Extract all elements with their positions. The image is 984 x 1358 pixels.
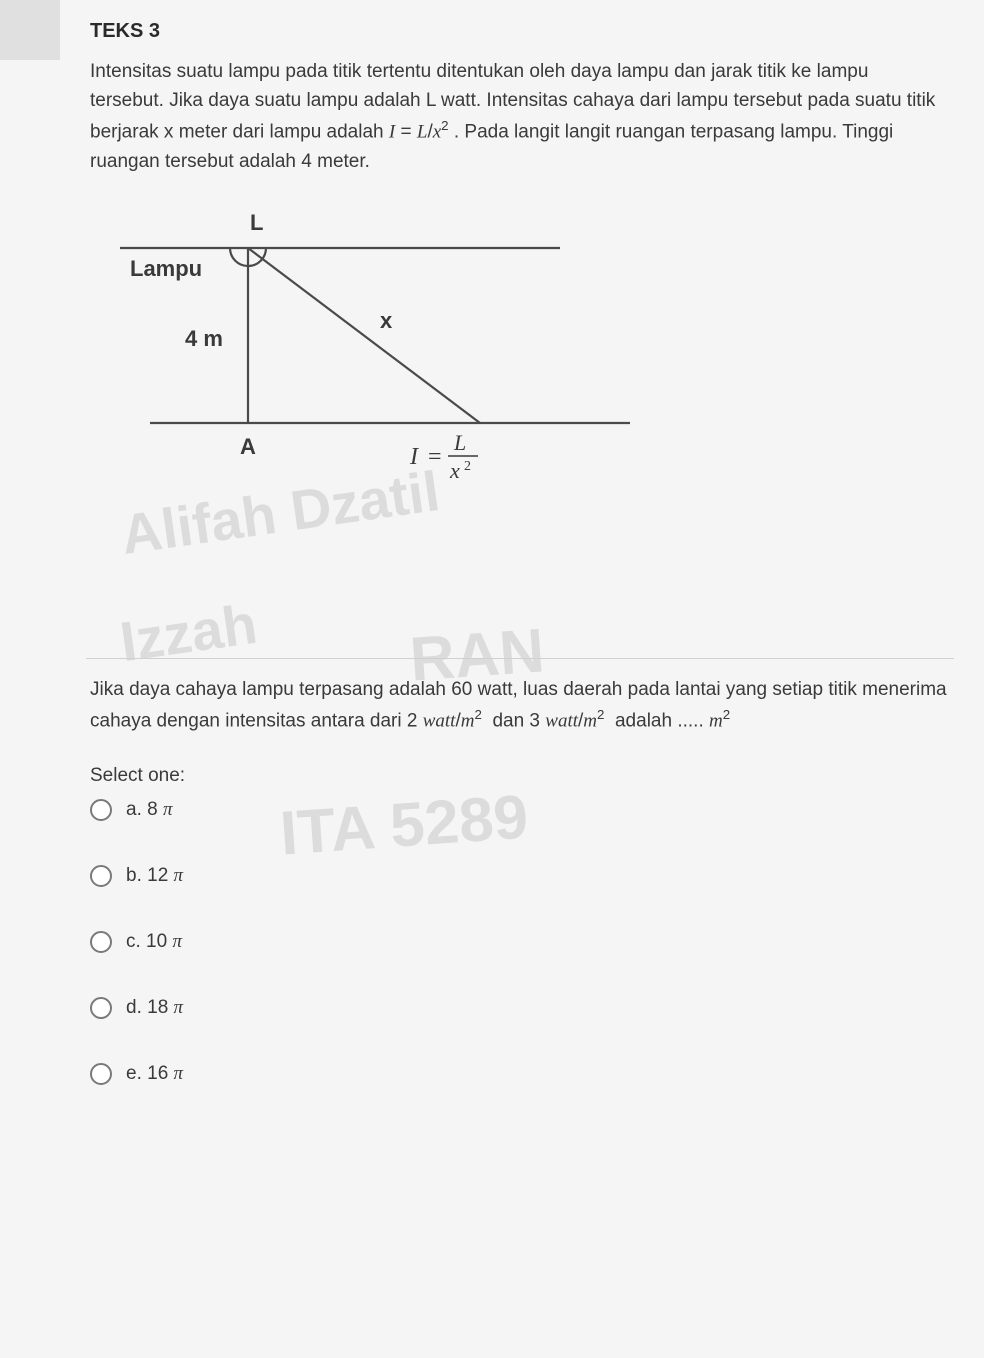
question-block: Jika daya cahaya lampu terpasang adalah … (90, 658, 954, 735)
diagram: L Lampu 4 m x A I = L x 2 (90, 198, 954, 498)
radio-icon[interactable] (90, 931, 112, 953)
option-label: d. 18 π (126, 997, 183, 1019)
section-title: TEKS 3 (90, 20, 954, 43)
svg-text:L: L (453, 430, 466, 455)
svg-text:=: = (428, 444, 442, 470)
label-4m: 4 m (185, 326, 223, 351)
option-d[interactable]: d. 18 π (90, 997, 954, 1019)
label-lampu: Lampu (130, 256, 202, 281)
formula: I = L x 2 (409, 430, 478, 483)
intro-paragraph: Intensitas suatu lampu pada titik terten… (90, 57, 954, 176)
option-e[interactable]: e. 16 π (90, 1063, 954, 1085)
radio-icon[interactable] (90, 997, 112, 1019)
label-L: L (250, 210, 263, 235)
option-label: b. 12 π (126, 865, 183, 887)
svg-text:2: 2 (464, 459, 471, 474)
label-x: x (380, 308, 393, 333)
question-text: Jika daya cahaya lampu terpasang adalah … (90, 675, 954, 735)
page: TEKS 3 Intensitas suatu lampu pada titik… (0, 0, 984, 1358)
option-label: e. 16 π (126, 1063, 183, 1085)
svg-text:I: I (409, 444, 419, 470)
option-a[interactable]: a. 8 π (90, 799, 954, 821)
radio-icon[interactable] (90, 799, 112, 821)
select-one-label: Select one: (90, 765, 954, 787)
svg-text:x: x (449, 458, 460, 483)
option-b[interactable]: b. 12 π (90, 865, 954, 887)
option-label: c. 10 π (126, 931, 182, 953)
diagram-svg: L Lampu 4 m x A I = L x 2 (90, 198, 650, 498)
divider (86, 658, 954, 659)
option-label: a. 8 π (126, 799, 173, 821)
radio-icon[interactable] (90, 865, 112, 887)
options-list: a. 8 π b. 12 π c. 10 π d. 18 π e. 16 π (90, 799, 954, 1085)
label-A: A (240, 434, 256, 459)
radio-icon[interactable] (90, 1063, 112, 1085)
option-c[interactable]: c. 10 π (90, 931, 954, 953)
page-corner (0, 0, 60, 60)
